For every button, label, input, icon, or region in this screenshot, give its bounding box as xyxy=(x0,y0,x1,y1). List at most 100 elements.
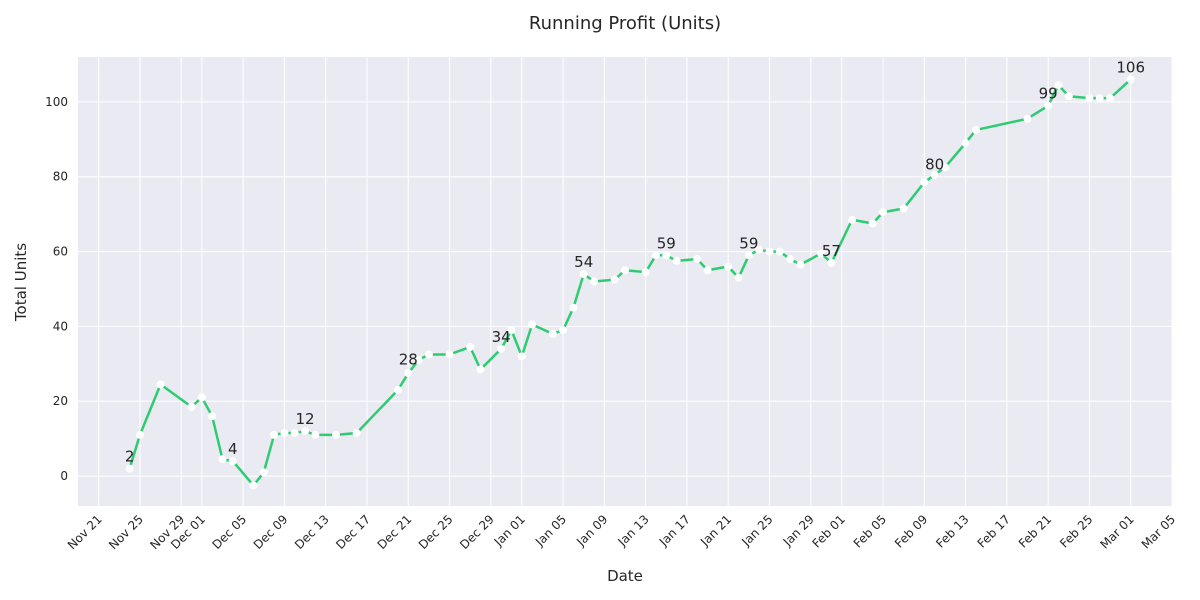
y-axis-label: Total Units xyxy=(12,243,30,322)
grid-lines xyxy=(78,57,1173,506)
x-tick-label: Feb 05 xyxy=(851,512,889,550)
data-point xyxy=(414,356,423,365)
data-point xyxy=(424,350,433,359)
data-point xyxy=(1106,94,1115,103)
data-point xyxy=(971,125,980,134)
data-point xyxy=(693,255,702,264)
x-tick-label: Dec 13 xyxy=(292,512,332,552)
data-point xyxy=(775,247,784,256)
data-point xyxy=(559,326,568,335)
data-point xyxy=(476,365,485,374)
data-label: 28 xyxy=(399,350,418,368)
data-point xyxy=(651,251,660,260)
data-point xyxy=(517,352,526,361)
data-point xyxy=(920,178,929,187)
data-point xyxy=(301,427,310,436)
x-tick-label: Jan 17 xyxy=(656,512,693,549)
data-point xyxy=(197,393,206,402)
x-tick-label: Feb 13 xyxy=(933,512,971,550)
x-tick-label: Nov 21 xyxy=(65,512,105,552)
x-tick-label: Jan 05 xyxy=(532,512,569,549)
data-label: 34 xyxy=(492,328,511,346)
data-point xyxy=(218,455,227,464)
data-point xyxy=(868,219,877,228)
x-tick-label: Dec 29 xyxy=(457,512,497,552)
data-point xyxy=(290,429,299,438)
data-point xyxy=(569,303,578,312)
data-point xyxy=(621,266,629,275)
x-tick-label: Mar 05 xyxy=(1139,512,1178,551)
data-point xyxy=(848,215,857,224)
data-label: 106 xyxy=(1116,58,1145,76)
data-point xyxy=(249,481,258,490)
data-point xyxy=(404,369,413,378)
data-point xyxy=(311,430,320,439)
y-tick-label: 0 xyxy=(60,469,68,483)
data-point xyxy=(827,258,836,267)
data-label: 12 xyxy=(296,410,315,428)
data-point xyxy=(930,170,939,179)
data-point xyxy=(548,329,557,338)
y-tick-label: 80 xyxy=(53,170,68,184)
data-label: 99 xyxy=(1039,85,1058,103)
x-tick-label: Feb 25 xyxy=(1057,512,1095,550)
data-point xyxy=(590,277,599,286)
x-tick-label: Feb 21 xyxy=(1016,512,1054,550)
data-point xyxy=(662,251,671,260)
data-point xyxy=(528,320,537,329)
annotations-layer: 2 4 12 28 34 54 59 59 57 80 99 106 xyxy=(125,58,1145,465)
data-label: 59 xyxy=(657,234,676,252)
data-point xyxy=(1085,94,1094,103)
data-point xyxy=(466,342,475,351)
data-label: 4 xyxy=(228,440,238,458)
data-point xyxy=(1095,94,1104,103)
data-point xyxy=(332,430,341,439)
data-point xyxy=(899,204,908,213)
y-tick-label: 60 xyxy=(53,245,68,259)
data-point xyxy=(156,380,165,389)
data-point xyxy=(610,275,619,284)
x-tick-label: Jan 21 xyxy=(697,512,734,549)
data-point xyxy=(208,412,217,421)
series-layer xyxy=(125,75,1135,490)
plot-background xyxy=(78,57,1172,506)
y-tick-label: 100 xyxy=(45,95,68,109)
data-point xyxy=(497,344,506,353)
data-point xyxy=(879,208,888,217)
data-point xyxy=(507,326,516,335)
x-tick-label: Feb 09 xyxy=(892,512,930,550)
data-point xyxy=(940,163,949,172)
data-point xyxy=(724,262,733,271)
data-point xyxy=(135,430,144,439)
data-point xyxy=(1126,75,1135,84)
data-point xyxy=(641,268,650,277)
x-tick-label: Nov 25 xyxy=(106,512,146,552)
data-point xyxy=(259,468,268,477)
data-point xyxy=(445,350,454,359)
y-tick-label: 40 xyxy=(53,319,68,333)
x-tick-label: Jan 01 xyxy=(491,512,528,549)
x-tick-label: Feb 01 xyxy=(809,512,847,550)
data-point xyxy=(765,247,774,256)
data-point xyxy=(961,139,970,148)
data-label: 57 xyxy=(822,242,841,260)
data-label: 2 xyxy=(125,448,135,466)
data-point xyxy=(270,430,279,439)
data-point xyxy=(703,266,712,275)
x-tick-label: Jan 25 xyxy=(738,512,775,549)
x-tick-label: Feb 17 xyxy=(975,512,1013,550)
data-label: 80 xyxy=(925,156,944,174)
x-tick-label: Jan 13 xyxy=(615,512,652,549)
x-tick-label: Dec 09 xyxy=(251,512,291,552)
data-point xyxy=(187,402,196,411)
data-point xyxy=(1044,101,1053,110)
data-point xyxy=(734,273,743,282)
x-tick-label: Mar 01 xyxy=(1097,512,1136,551)
chart-title: Running Profit (Units) xyxy=(529,13,721,34)
x-tick-label: Dec 25 xyxy=(416,512,456,552)
data-point xyxy=(125,464,134,473)
data-point xyxy=(672,256,681,265)
data-point xyxy=(796,260,805,269)
data-point xyxy=(744,251,753,260)
data-point xyxy=(352,429,361,438)
